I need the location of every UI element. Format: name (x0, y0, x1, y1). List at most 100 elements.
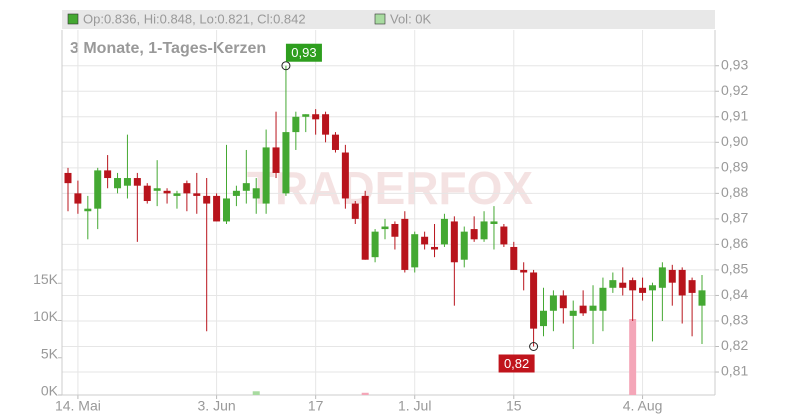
candle-body (341, 152, 349, 199)
y-tick-label: 0,92 (721, 82, 748, 98)
candle-body (658, 267, 666, 288)
y-tick-label: 0,81 (721, 363, 748, 379)
candle-body (431, 246, 439, 250)
candle-body (94, 170, 102, 209)
candle-body (163, 190, 171, 194)
candle-body (133, 178, 141, 186)
subtitle: 3 Monate, 1-Tages-Kerzen (70, 40, 266, 57)
candle-body (520, 269, 528, 273)
x-tick-label: 14. Mai (55, 398, 101, 414)
candle-body (559, 295, 567, 309)
legend-text: Vol: 0K (390, 11, 432, 26)
x-tick-label: 3. Jun (198, 398, 236, 414)
y-tick-label: 0,91 (721, 107, 748, 123)
y2-tick-label: 10K (33, 308, 59, 324)
candle-body (282, 132, 290, 194)
candle-body (114, 178, 122, 189)
candle-body (183, 183, 191, 194)
x-tick-label: 17 (308, 398, 324, 414)
candle-body (203, 195, 211, 204)
candle-body (500, 226, 508, 245)
candle-body (223, 198, 230, 222)
volume-bar (252, 391, 260, 395)
candle-body (143, 185, 151, 202)
y-tick-label: 0,87 (721, 210, 748, 226)
x-tick-label: 15 (506, 398, 522, 414)
candle-body (64, 172, 72, 184)
y-tick-label: 0,86 (721, 235, 748, 251)
candle-body (688, 280, 696, 293)
candle-body (470, 229, 478, 240)
annotation-box (285, 43, 322, 62)
candle-body (193, 193, 201, 196)
candle-body (450, 221, 458, 263)
annotation-label: 0,82 (504, 356, 529, 371)
candle-body (252, 188, 260, 199)
candle-body (698, 290, 706, 306)
candle-body (272, 147, 280, 173)
x-tick-label: 4. Aug (623, 398, 663, 414)
y-tick-label: 0,82 (721, 337, 748, 353)
candle-body (480, 221, 488, 240)
candle-body (421, 236, 429, 245)
candle-body (678, 269, 686, 296)
candle-body (302, 114, 310, 117)
candle-body (599, 287, 607, 311)
candle-body (242, 183, 250, 191)
y2-tick-label: 0K (41, 383, 59, 399)
candle-body (569, 310, 577, 316)
candle-body (549, 295, 557, 311)
candle-body (609, 280, 617, 288)
candle-body (619, 282, 627, 288)
candle-body (668, 269, 676, 283)
volume-bar (361, 392, 369, 395)
candle-body (460, 231, 468, 260)
candle-body (153, 188, 161, 191)
candle-body (381, 226, 389, 230)
candle-body (411, 234, 419, 268)
candle-body (213, 195, 221, 222)
y-tick-label: 0,84 (721, 286, 748, 302)
legend-swatch (67, 13, 79, 25)
annotation-marker (529, 342, 539, 352)
candle-body (629, 280, 637, 291)
candle-body (490, 221, 498, 224)
candle-body (84, 208, 92, 212)
annotation-marker (281, 61, 291, 71)
candle-body (232, 190, 240, 196)
y-tick-label: 0,89 (721, 159, 748, 175)
candle-body (173, 193, 181, 196)
candle-body (401, 218, 409, 270)
candle-body (361, 195, 369, 260)
candle-body (292, 116, 300, 133)
candle-body (510, 246, 518, 270)
y-tick-label: 0,90 (721, 133, 748, 149)
volume-bar (629, 319, 637, 395)
candle-body (104, 170, 112, 179)
candle-body (391, 223, 399, 237)
legend-swatch (374, 13, 386, 25)
annotation-label: 0,93 (291, 45, 316, 60)
y-tick-label: 0,93 (721, 56, 748, 72)
candle-body (579, 305, 587, 314)
candle-body (648, 285, 656, 291)
y-tick-label: 0,85 (721, 261, 748, 277)
candle-body (331, 134, 339, 150)
x-tick-label: 1. Jul (398, 398, 431, 414)
annotation-box (498, 354, 535, 373)
candle-body (589, 305, 597, 311)
candle-body (440, 218, 448, 245)
candle-body (262, 147, 270, 204)
watermark: TRADERFOX (247, 162, 534, 214)
candle-body (322, 114, 330, 135)
candle-body (371, 231, 379, 258)
candle-body (123, 178, 131, 186)
candle-body (540, 310, 547, 327)
y-tick-label: 0,88 (721, 184, 748, 200)
candle-body (639, 287, 647, 293)
legend-bar (62, 10, 715, 29)
candle-body (74, 193, 82, 204)
candle-body (351, 203, 359, 219)
y2-tick-label: 5K (41, 345, 59, 361)
